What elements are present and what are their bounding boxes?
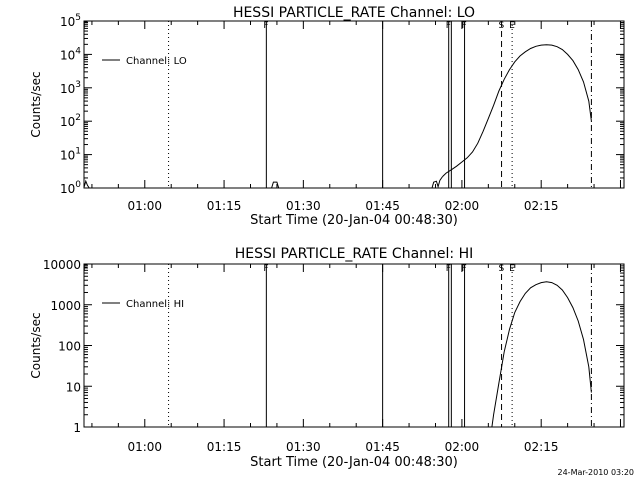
y-tick-label: 100 xyxy=(58,340,81,354)
y-tick-label: 104 xyxy=(60,46,81,62)
plot-frame xyxy=(83,263,625,428)
y-tick-label: 10000 xyxy=(43,258,81,272)
x-axis-label: Start Time (20-Jan-04 00:48:30) xyxy=(250,455,458,470)
event-marker-label: F xyxy=(263,264,268,274)
event-marker-label: F xyxy=(446,264,451,274)
chart-title: HESSI PARTICLE_RATE Channel: HI xyxy=(235,246,473,262)
footer-timestamp: 24-Mar-2010 03:20 xyxy=(558,468,635,477)
x-tick-label: 01:15 xyxy=(207,440,242,454)
hi-channel-panel: HESSI PARTICLE_RATE Channel: HI Counts/se… xyxy=(29,246,625,470)
x-tick-label: 01:15 xyxy=(207,199,242,213)
event-marker-label: E xyxy=(509,264,515,274)
event-marker-label: F xyxy=(263,21,268,31)
y-tick-label: 102 xyxy=(60,113,81,129)
legend-label: Channel: HI xyxy=(126,299,184,310)
x-tick-label: 02:15 xyxy=(524,199,559,213)
x-tick-label: 01:45 xyxy=(365,440,400,454)
series-line xyxy=(491,281,592,428)
series-line xyxy=(431,176,443,189)
event-marker-label: S xyxy=(499,264,505,274)
event-marker-label: F xyxy=(83,21,88,31)
y-tick-label: 1000 xyxy=(50,299,81,313)
event-marker-label: E xyxy=(509,21,515,31)
event-marker-label: F xyxy=(462,21,467,31)
event-marker-label: F xyxy=(446,21,451,31)
y-tick-label: 103 xyxy=(60,80,81,96)
lo-channel-panel: HESSI PARTICLE_RATE Channel: LO Counts/se… xyxy=(29,5,625,228)
chart-title: HESSI PARTICLE_RATE Channel: LO xyxy=(233,5,475,21)
event-marker-label: F xyxy=(462,264,467,274)
series-line xyxy=(83,179,90,189)
plot-frame xyxy=(83,20,625,189)
x-tick-label: 01:45 xyxy=(365,199,400,213)
y-tick-label: 10 xyxy=(66,380,81,394)
x-tick-label: 01:30 xyxy=(286,440,321,454)
event-marker-label: S xyxy=(499,21,505,31)
y-tick-label: 1 xyxy=(73,421,81,435)
legend-label: Channel: LO xyxy=(126,56,187,67)
y-tick-label: 101 xyxy=(60,147,81,163)
y-tick-label: 105 xyxy=(60,13,81,29)
x-tick-label: 01:00 xyxy=(127,199,162,213)
y-axis-label: Counts/sec xyxy=(29,312,43,378)
x-axis-label: Start Time (20-Jan-04 00:48:30) xyxy=(250,213,458,228)
series-line xyxy=(271,181,280,189)
event-marker-label: F xyxy=(83,264,88,274)
series-line xyxy=(442,44,592,177)
x-tick-label: 01:30 xyxy=(286,199,321,213)
x-tick-label: 02:00 xyxy=(445,440,480,454)
x-tick-label: 02:00 xyxy=(445,199,480,213)
x-tick-label: 01:00 xyxy=(127,440,162,454)
x-tick-label: 02:15 xyxy=(524,440,559,454)
y-axis-label: Counts/sec xyxy=(29,71,43,137)
y-tick-label: 100 xyxy=(60,180,81,196)
